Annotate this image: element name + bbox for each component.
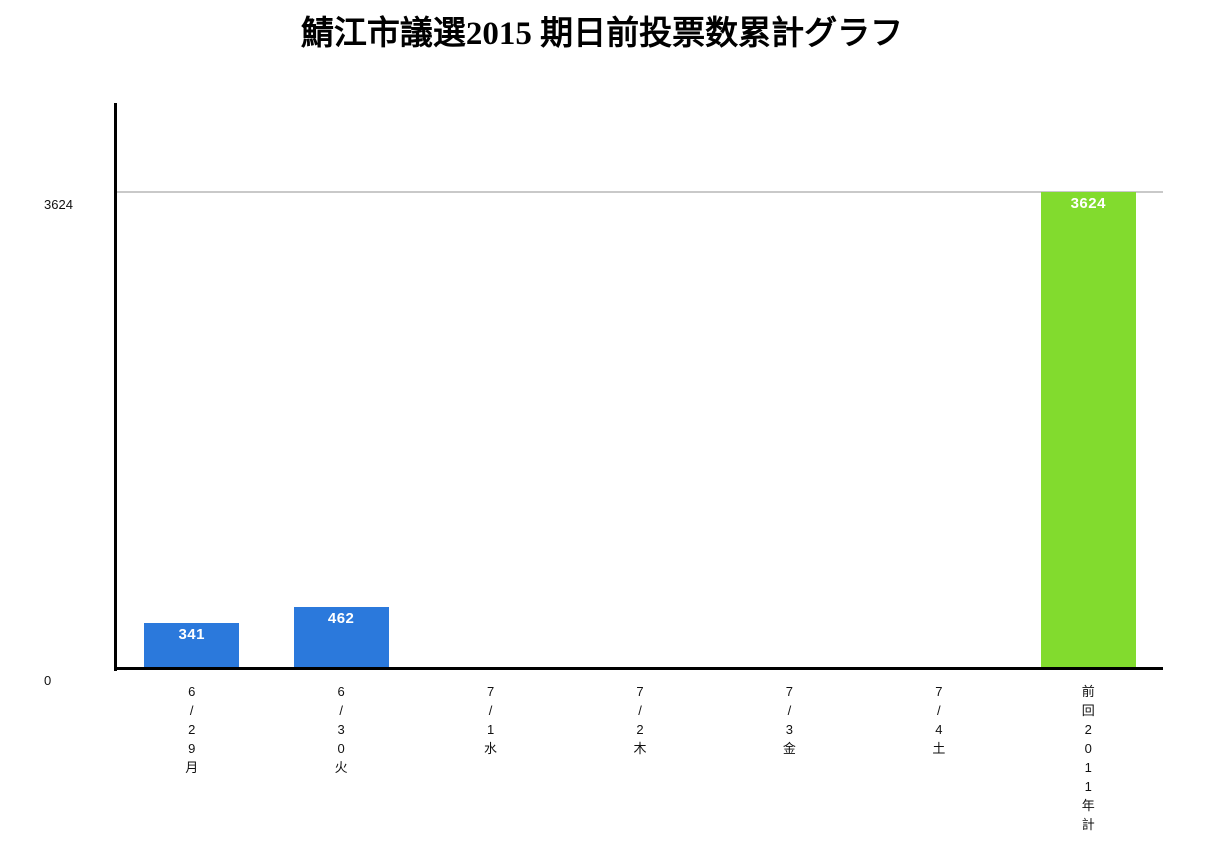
x-axis-label: 7 / 4 土 [930, 682, 948, 758]
x-axis-label-char: 1 [1084, 779, 1092, 794]
x-axis-label-char: 2 [636, 722, 644, 737]
bar-value-label: 3624 [1070, 195, 1106, 212]
x-axis-label-char: / [787, 703, 792, 718]
x-axis-label-char: 6 [337, 684, 345, 699]
x-axis-label: 6 / 3 0 火 [332, 682, 350, 777]
x-axis-label-char: 金 [782, 741, 796, 756]
x-axis-label-char: 回 [1081, 703, 1095, 718]
x-axis-label-char: 計 [1081, 817, 1095, 832]
x-axis-label-char: 4 [935, 722, 943, 737]
x-axis-label-char: 3 [337, 722, 345, 737]
x-axis-label-char: 7 [636, 684, 644, 699]
gridline [117, 191, 1163, 193]
bar-value-label: 341 [178, 626, 205, 644]
x-axis-label-char: / [189, 703, 194, 718]
x-axis-label-char: 土 [932, 741, 946, 756]
x-axis-label-char: 1 [486, 722, 495, 737]
x-axis-label-char: 0 [1084, 741, 1092, 756]
x-axis-label-char: / [638, 703, 642, 718]
y-axis-line [114, 103, 117, 671]
x-axis-label-char: / [488, 703, 493, 718]
x-axis-label-char: 7 [486, 684, 495, 699]
x-axis-label-char: 7 [935, 684, 943, 699]
x-axis-label-char: / [339, 703, 343, 718]
x-axis-label-char: 2 [1084, 722, 1092, 737]
x-axis-label-char: 前 [1081, 684, 1095, 699]
chart-title: 鯖江市議選2015 期日前投票数累計グラフ [300, 16, 904, 52]
x-axis-line [114, 667, 1163, 670]
x-axis-label-char: 3 [785, 722, 794, 737]
x-axis-label-char: 6 [188, 684, 196, 699]
x-axis-label: 6 / 2 9 月 [183, 682, 201, 777]
x-axis-label: 前回 2 0 1 1 年計 [1079, 682, 1097, 834]
y-axis-tick-label: 3624 [44, 197, 73, 212]
x-axis-label-char: / [937, 703, 941, 718]
bar: 3624 [1040, 192, 1136, 668]
x-axis-label: 7 / 2 木 [631, 682, 649, 758]
y-axis-tick-label: 0 [44, 673, 52, 688]
x-axis-label-char: 年 [1081, 798, 1095, 813]
x-axis-label-char: 0 [337, 741, 345, 756]
x-axis-label-char: 9 [188, 741, 196, 756]
x-axis-label-char: 2 [188, 722, 196, 737]
x-axis-label-char: 月 [185, 760, 199, 775]
x-axis-label-char: 1 [1084, 760, 1092, 775]
x-axis-label-char: 水 [484, 741, 498, 756]
x-axis-label: 7 / 3 金 [780, 682, 798, 758]
bar: 341 [144, 623, 240, 668]
x-axis-label-char: 7 [785, 684, 794, 699]
bar: 462 [293, 607, 389, 668]
x-axis-label-char: 木 [633, 741, 647, 756]
x-axis-label: 7 / 1 水 [482, 682, 500, 758]
x-axis-label-char: 火 [334, 760, 348, 775]
bar-value-label: 462 [327, 610, 355, 628]
